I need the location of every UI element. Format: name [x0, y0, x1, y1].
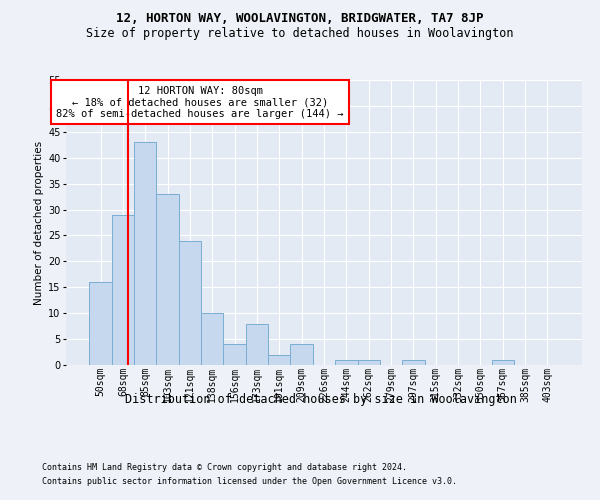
- Bar: [491, 360, 514, 365]
- Bar: [223, 344, 246, 365]
- Bar: [268, 354, 290, 365]
- Text: Contains HM Land Registry data © Crown copyright and database right 2024.: Contains HM Land Registry data © Crown c…: [42, 462, 407, 471]
- Bar: [201, 313, 223, 365]
- Text: Size of property relative to detached houses in Woolavington: Size of property relative to detached ho…: [86, 28, 514, 40]
- Text: Contains public sector information licensed under the Open Government Licence v3: Contains public sector information licen…: [42, 478, 457, 486]
- Text: 12 HORTON WAY: 80sqm
← 18% of detached houses are smaller (32)
82% of semi-detac: 12 HORTON WAY: 80sqm ← 18% of detached h…: [56, 86, 344, 119]
- Bar: [290, 344, 313, 365]
- Y-axis label: Number of detached properties: Number of detached properties: [34, 140, 44, 304]
- Text: 12, HORTON WAY, WOOLAVINGTON, BRIDGWATER, TA7 8JP: 12, HORTON WAY, WOOLAVINGTON, BRIDGWATER…: [116, 12, 484, 26]
- Text: Distribution of detached houses by size in Woolavington: Distribution of detached houses by size …: [125, 392, 517, 406]
- Bar: [335, 360, 358, 365]
- Bar: [112, 214, 134, 365]
- Bar: [134, 142, 157, 365]
- Bar: [179, 240, 201, 365]
- Bar: [402, 360, 425, 365]
- Bar: [246, 324, 268, 365]
- Bar: [358, 360, 380, 365]
- Bar: [89, 282, 112, 365]
- Bar: [157, 194, 179, 365]
